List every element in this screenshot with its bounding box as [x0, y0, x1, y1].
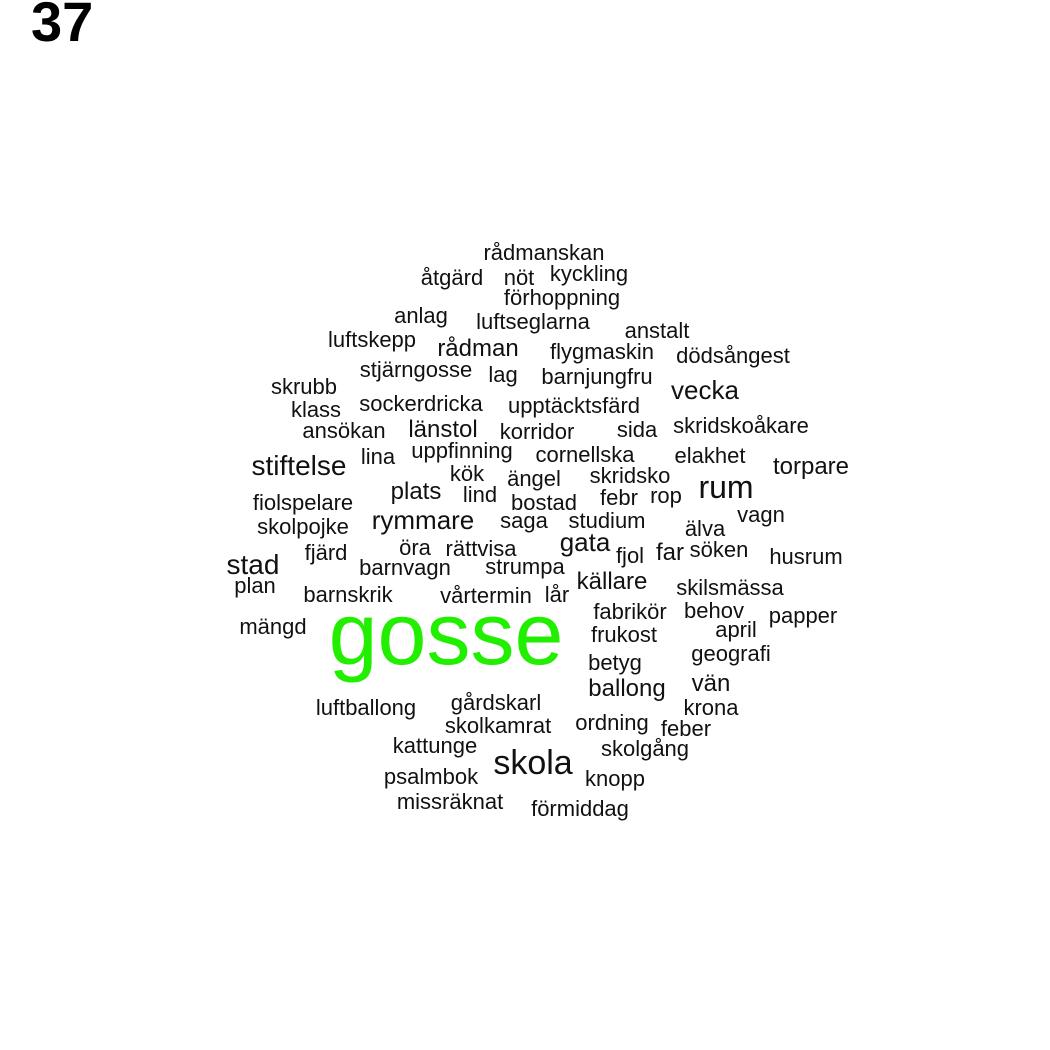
- cloud-word: kattunge: [392, 733, 478, 758]
- cloud-word: skolkamrat: [444, 713, 552, 738]
- cloud-word: upptäcktsfärd: [507, 393, 641, 418]
- cloud-word: vagn: [737, 502, 785, 527]
- cloud-word: vecka: [671, 375, 739, 405]
- cloud-word: saga: [500, 508, 548, 533]
- cloud-word: anstalt: [624, 318, 690, 343]
- cloud-word: rådman: [437, 335, 519, 362]
- cloud-word: far: [655, 539, 685, 566]
- cloud-word: kök: [449, 461, 485, 486]
- cloud-word: lag: [488, 362, 518, 387]
- cloud-word: skrubb: [270, 374, 338, 399]
- cloud-word: skilsmässa: [676, 575, 784, 600]
- cloud-word: stad: [226, 549, 280, 580]
- cloud-word: kyckling: [549, 261, 629, 286]
- cloud-word: fjärd: [304, 540, 348, 565]
- cloud-word: barnvagn: [359, 555, 451, 580]
- cloud-word: luftskepp: [327, 327, 417, 352]
- cloud-word: rum: [698, 469, 754, 505]
- cloud-word: behov: [684, 598, 744, 623]
- cloud-word: luftballong: [315, 695, 417, 720]
- cloud-word: klass: [290, 397, 342, 422]
- cloud-word: öra: [399, 535, 431, 560]
- cloud-word: bostad: [510, 490, 578, 515]
- cloud-word: älva: [684, 516, 726, 541]
- cloud-word: papper: [768, 603, 838, 628]
- cloud-word: stjärngosse: [359, 357, 473, 382]
- cloud-word: stiftelse: [251, 450, 347, 481]
- cloud-word: april: [715, 617, 757, 642]
- cloud-word: studium: [568, 508, 646, 533]
- cloud-word: cornellska: [535, 442, 635, 467]
- cloud-word: strumpa: [485, 554, 565, 579]
- cloud-word: uppfinning: [411, 438, 513, 463]
- cloud-word: psalmbok: [383, 764, 479, 789]
- cloud-word: skridsko: [589, 463, 671, 488]
- cloud-word: barnjungfru: [541, 364, 653, 389]
- cloud-word: ansökan: [302, 418, 386, 443]
- cloud-word: fiolspelare: [252, 490, 354, 515]
- cloud-word: sida: [616, 417, 658, 442]
- cloud-word: rop: [650, 483, 682, 508]
- cloud-word: rådmanskan: [483, 240, 605, 265]
- cloud-word: lina: [360, 444, 396, 469]
- cloud-word: nöt: [503, 265, 535, 290]
- cloud-word: frukost: [590, 622, 658, 647]
- cloud-word: skola: [493, 744, 573, 782]
- cloud-word: plan: [234, 573, 276, 598]
- cloud-word: knopp: [585, 766, 645, 791]
- cloud-word: gosse: [328, 584, 564, 683]
- cloud-word: åtgärd: [420, 265, 484, 290]
- cloud-word: förhoppning: [503, 285, 621, 310]
- cloud-word: fabrikör: [593, 599, 667, 624]
- cloud-word: ängel: [507, 466, 561, 491]
- cloud-word: lår: [544, 582, 570, 607]
- cloud-word: gårdskarl: [450, 690, 542, 715]
- cloud-word: torpare: [772, 453, 850, 480]
- cloud-word: vårtermin: [440, 583, 532, 608]
- cloud-word: rättvisa: [445, 536, 517, 561]
- panel-label: 37: [31, 0, 94, 53]
- cloud-word: förmiddag: [531, 796, 629, 821]
- cloud-word: krona: [683, 695, 739, 720]
- cloud-word: söken: [689, 537, 749, 562]
- cloud-word: ballong: [588, 675, 666, 702]
- cloud-word: geografi: [691, 641, 771, 666]
- cloud-word: länstol: [408, 416, 478, 443]
- cloud-word: husrum: [769, 544, 843, 569]
- cloud-word: anlag: [394, 303, 448, 328]
- cloud-word: gata: [559, 527, 611, 557]
- cloud-word: mängd: [239, 614, 307, 639]
- cloud-word: elakhet: [674, 443, 746, 468]
- cloud-word: luftseglarna: [476, 309, 590, 334]
- cloud-word: rymmare: [371, 505, 475, 535]
- cloud-word: lind: [462, 482, 498, 507]
- cloud-word: fjol: [615, 543, 645, 568]
- cloud-word: skolgång: [600, 736, 690, 761]
- cloud-word: ordning: [575, 710, 649, 735]
- cloud-word: vän: [691, 670, 731, 697]
- cloud-word: barnskrik: [303, 582, 393, 607]
- cloud-word: missräknat: [396, 789, 504, 814]
- cloud-word: feber: [660, 716, 712, 741]
- cloud-word: skridskoåkare: [673, 413, 809, 438]
- cloud-word: skolpojke: [257, 514, 349, 539]
- cloud-word: källare: [576, 568, 648, 595]
- cloud-word: plats: [390, 478, 442, 505]
- cloud-word: korridor: [499, 419, 575, 444]
- cloud-word: dödsångest: [676, 343, 790, 368]
- cloud-word: sockerdricka: [359, 391, 483, 416]
- cloud-word: flygmaskin: [550, 339, 654, 364]
- cloud-word: febr: [600, 485, 638, 510]
- cloud-word: betyg: [588, 650, 642, 675]
